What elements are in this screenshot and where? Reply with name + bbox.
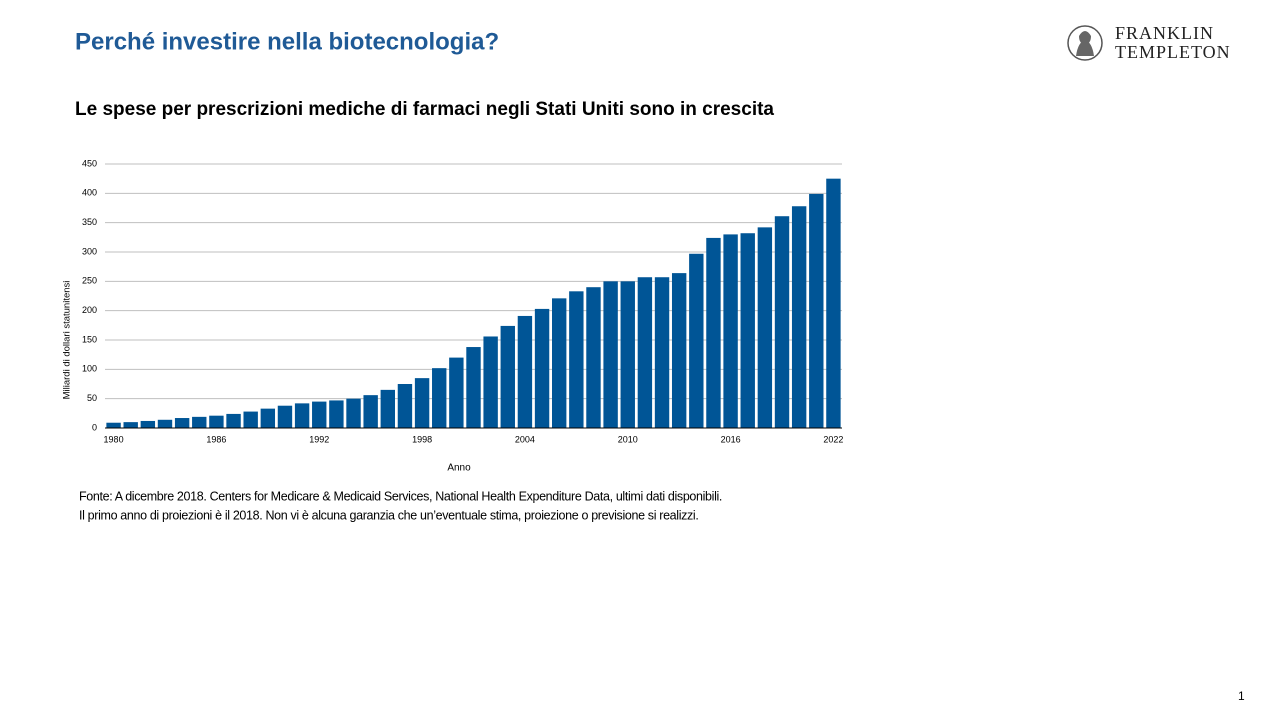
bar bbox=[123, 422, 138, 428]
bar bbox=[723, 234, 738, 428]
bar bbox=[757, 227, 773, 428]
y-tick-label: 300 bbox=[82, 246, 97, 256]
y-tick-label: 0 bbox=[92, 422, 97, 432]
x-tick-label: 2016 bbox=[721, 434, 741, 444]
bar bbox=[826, 178, 841, 428]
bar bbox=[809, 193, 824, 428]
bar bbox=[671, 273, 687, 428]
y-tick-label: 250 bbox=[82, 276, 97, 286]
bar bbox=[226, 413, 241, 428]
bar bbox=[277, 405, 293, 428]
bar bbox=[312, 401, 327, 428]
y-tick-label: 50 bbox=[87, 393, 97, 403]
y-tick-label: 100 bbox=[82, 364, 97, 374]
bar bbox=[603, 281, 618, 428]
bar bbox=[740, 233, 755, 428]
logo-portrait bbox=[1076, 31, 1094, 56]
y-tick-label: 450 bbox=[82, 158, 97, 168]
bar bbox=[620, 281, 635, 428]
bar bbox=[294, 403, 310, 428]
bar bbox=[517, 315, 533, 428]
bar bbox=[243, 411, 258, 428]
chart-title: Le spese per prescrizioni mediche di far… bbox=[75, 99, 774, 120]
bar bbox=[551, 298, 567, 428]
y-axis-label: Miliardi di dollari statunitensi bbox=[62, 281, 73, 400]
bar bbox=[500, 325, 515, 428]
bar bbox=[380, 389, 396, 428]
bar bbox=[432, 368, 447, 428]
bar bbox=[706, 237, 721, 428]
bar bbox=[483, 336, 498, 428]
x-tick-label: 2004 bbox=[515, 434, 535, 444]
bar bbox=[346, 398, 361, 428]
x-tick-label: 1980 bbox=[104, 434, 124, 444]
bar bbox=[466, 347, 481, 428]
slide-title: Perché investire nella biotecnologia? bbox=[75, 28, 499, 55]
bar bbox=[449, 357, 464, 428]
bar bbox=[174, 418, 190, 428]
logo: FRANKLIN TEMPLETON bbox=[1067, 23, 1231, 62]
logo-text: FRANKLIN bbox=[1115, 23, 1214, 43]
bar bbox=[260, 408, 276, 428]
bar bbox=[569, 291, 584, 428]
bar bbox=[654, 277, 670, 428]
x-axis-label: Anno bbox=[447, 463, 471, 474]
bar bbox=[586, 287, 601, 428]
bar bbox=[791, 206, 807, 428]
logo-icon bbox=[1067, 25, 1103, 61]
bar bbox=[774, 216, 790, 428]
logo-text: TEMPLETON bbox=[1115, 42, 1231, 62]
source-note: Fonte: A dicembre 2018. Centers for Medi… bbox=[79, 489, 722, 503]
bar bbox=[534, 308, 550, 428]
x-tick-label: 2010 bbox=[618, 434, 638, 444]
bar bbox=[414, 378, 430, 428]
y-tick-label: 150 bbox=[82, 334, 97, 344]
bar bbox=[637, 277, 653, 428]
x-tick-label: 1992 bbox=[309, 434, 329, 444]
x-tick-label: 1998 bbox=[412, 434, 432, 444]
bar bbox=[140, 420, 156, 428]
bar bbox=[106, 422, 121, 428]
bar bbox=[209, 415, 224, 428]
page-number: 1 bbox=[1238, 689, 1245, 703]
bar bbox=[397, 384, 413, 428]
bar bbox=[157, 419, 173, 428]
x-tick-label: 2022 bbox=[823, 434, 843, 444]
y-tick-label: 350 bbox=[82, 217, 97, 227]
bar bbox=[363, 395, 378, 428]
bar bbox=[329, 400, 344, 428]
bar bbox=[689, 253, 704, 428]
bar bbox=[192, 416, 207, 428]
y-tick-label: 400 bbox=[82, 188, 97, 198]
source-note: Il primo anno di proiezioni è il 2018. N… bbox=[79, 508, 698, 522]
x-tick-label: 1986 bbox=[206, 434, 226, 444]
y-tick-label: 200 bbox=[82, 305, 97, 315]
